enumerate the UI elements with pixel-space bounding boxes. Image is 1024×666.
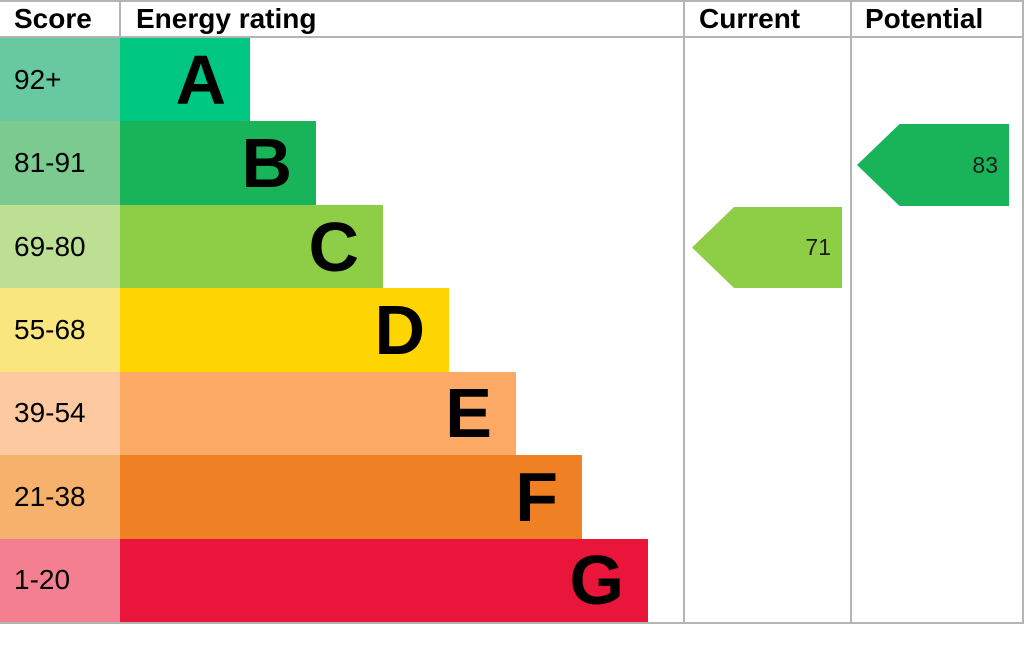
band-bar-e: E bbox=[120, 371, 516, 456]
bottom-border-line bbox=[0, 622, 1024, 624]
current-column-header: Current bbox=[699, 3, 801, 34]
band-bar-f: F bbox=[120, 455, 582, 539]
band-score-b: 81-91 bbox=[0, 121, 120, 205]
potential-column-divider bbox=[850, 0, 852, 622]
band-score-a: 92+ bbox=[0, 38, 120, 122]
potential-rating-arrow: 83 bbox=[857, 124, 1009, 206]
band-score-d: 55-68 bbox=[0, 288, 120, 372]
band-row-c: 69-80 C bbox=[0, 204, 683, 289]
band-row-g: 1-20 G bbox=[0, 538, 683, 622]
right-border-line bbox=[1022, 0, 1024, 622]
band-score-e: 39-54 bbox=[0, 371, 120, 456]
header-divider-line bbox=[0, 36, 1024, 38]
band-row-a: 92+ A bbox=[0, 38, 683, 122]
band-row-e: 39-54 E bbox=[0, 371, 683, 456]
current-rating-value: 71 bbox=[805, 234, 831, 260]
band-score-g: 1-20 bbox=[0, 538, 120, 622]
energy-rating-column-header: Energy rating bbox=[136, 3, 317, 34]
band-row-d: 55-68 D bbox=[0, 288, 683, 372]
current-rating-arrow: 71 bbox=[692, 207, 842, 288]
band-row-f: 21-38 F bbox=[0, 455, 683, 539]
band-score-c: 69-80 bbox=[0, 204, 120, 289]
potential-rating-value: 83 bbox=[972, 151, 998, 178]
score-column-divider bbox=[119, 0, 121, 36]
band-row-b: 81-91 B bbox=[0, 121, 683, 205]
band-bar-a: A bbox=[120, 38, 250, 122]
band-bar-c: C bbox=[120, 204, 383, 289]
band-rows: 92+ A 81-91 B 69-80 C 55-68 D 39-54 E 21… bbox=[0, 38, 683, 622]
potential-column-header: Potential bbox=[865, 3, 984, 34]
band-bar-g: G bbox=[120, 538, 648, 622]
score-column-header: Score bbox=[14, 3, 92, 34]
band-bar-d: D bbox=[120, 288, 449, 372]
band-score-f: 21-38 bbox=[0, 455, 120, 539]
top-border-line bbox=[0, 0, 1024, 2]
band-bar-b: B bbox=[120, 121, 316, 205]
current-column-divider bbox=[683, 0, 685, 622]
